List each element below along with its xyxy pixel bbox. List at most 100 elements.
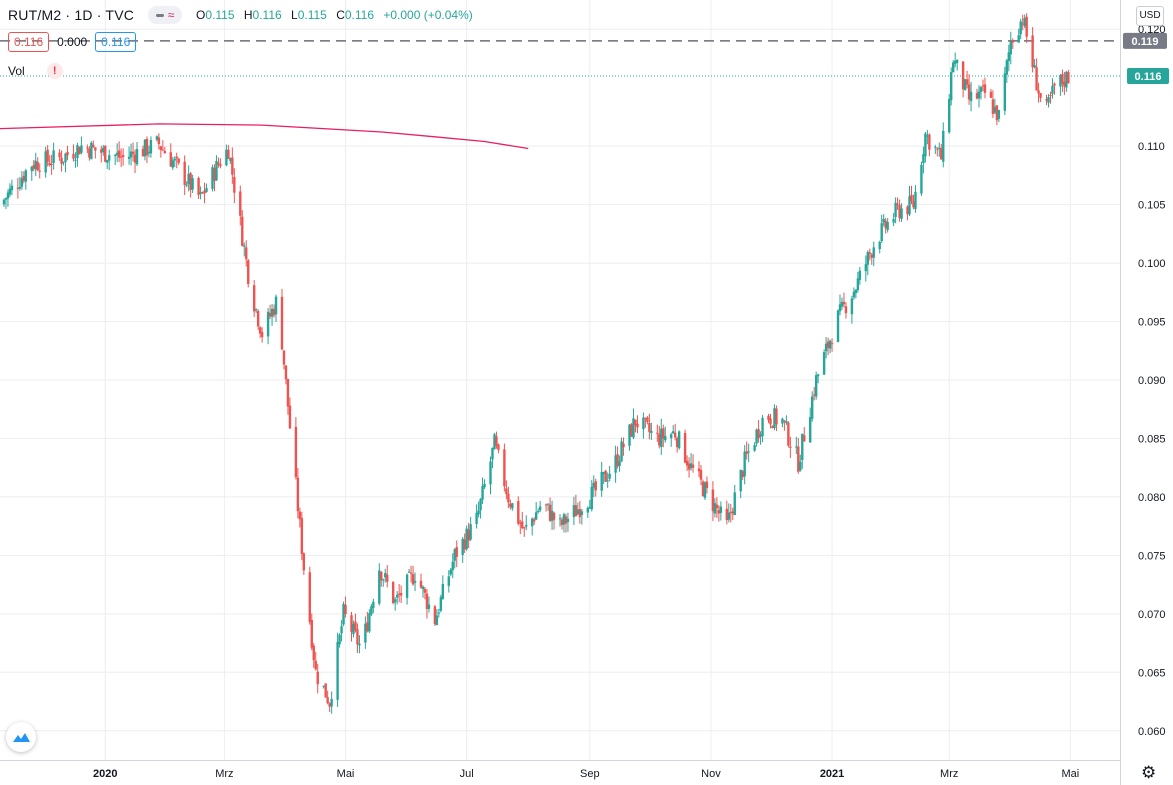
candle-body (32, 165, 35, 169)
candle-body (433, 606, 437, 625)
candle-body (564, 516, 568, 524)
candle-body (892, 219, 895, 223)
tradingview-logo[interactable] (6, 722, 36, 752)
candle-body (924, 133, 927, 157)
candle-body (340, 626, 343, 634)
candle-body (145, 138, 149, 156)
x-tick-label: Sep (580, 768, 600, 780)
candle-body (803, 435, 806, 442)
candle-body (886, 222, 889, 230)
x-tick-label: Mrz (940, 768, 958, 780)
x-tick-label: Jul (460, 768, 474, 780)
candle-body (628, 424, 631, 446)
candle-body (586, 507, 590, 513)
candle-body (336, 641, 339, 700)
x-tick-label: Mai (1061, 768, 1079, 780)
candle-body (769, 418, 772, 425)
candle-body (187, 173, 190, 185)
candle-body (324, 683, 327, 698)
candle-body (894, 202, 897, 218)
candle-body (604, 470, 607, 482)
candle-body (189, 173, 192, 190)
symbol-title[interactable]: RUT/M2 · 1D · TVC (8, 7, 135, 23)
candle-body (1005, 60, 1009, 75)
buy-button[interactable]: 0.116 (95, 32, 137, 52)
candle-body (795, 446, 798, 448)
candle-body (173, 158, 176, 161)
candle-body (1053, 83, 1056, 86)
candle-body (225, 149, 228, 166)
candle-body (60, 157, 63, 164)
candle-body (20, 178, 24, 187)
sell-button[interactable]: 0.116 (8, 32, 50, 52)
candle-body (497, 444, 500, 450)
currency-button[interactable]: USD (1136, 6, 1164, 26)
candle-body (435, 615, 439, 626)
gear-icon[interactable]: ⚙ (1141, 763, 1157, 782)
candle-body (997, 110, 1001, 119)
candle-body (648, 422, 651, 432)
candle-body (910, 195, 913, 202)
candle-body (1003, 73, 1007, 111)
candle-body (66, 151, 69, 156)
candle-body (358, 643, 361, 646)
candle-body (1017, 35, 1020, 43)
candle-body (233, 177, 236, 193)
candle-body (977, 91, 981, 99)
candle-body (687, 463, 691, 470)
candle-body (530, 518, 534, 527)
candle-body (245, 247, 248, 260)
candle-body (906, 206, 909, 215)
candle-body (683, 432, 687, 463)
candle-body (870, 254, 873, 258)
candle-body (963, 79, 967, 91)
candle-body (670, 434, 673, 439)
candle-body (590, 486, 593, 510)
candle-body (830, 342, 834, 344)
candle-body (552, 512, 556, 520)
candle-body (731, 511, 734, 514)
candle-body (801, 433, 804, 461)
candle-body (620, 441, 623, 462)
candle-body (771, 425, 774, 429)
candle-body (809, 417, 812, 443)
horizontal-lines: 0.119 0.116 (0, 32, 1169, 84)
candle-body (576, 509, 580, 515)
candle-body (241, 216, 244, 246)
candle-body (270, 308, 274, 317)
candle-body (409, 572, 413, 574)
candle-body (1021, 23, 1024, 25)
candle-body (102, 147, 105, 153)
candle-body (642, 417, 645, 430)
volume-label[interactable]: Vol (8, 64, 25, 78)
candle-body (378, 570, 381, 604)
candle-body (691, 464, 695, 468)
compare-icon[interactable]: ≈ (148, 6, 183, 24)
candle-body (282, 350, 286, 365)
candle-body (312, 645, 315, 661)
candle-body (268, 313, 272, 317)
warning-icon[interactable]: ! (46, 63, 63, 79)
candle-body (1047, 97, 1050, 103)
candle-body (80, 145, 83, 153)
candle-body (1035, 67, 1038, 91)
candle-body (127, 156, 131, 159)
candle-body (920, 165, 923, 194)
candle-body (948, 99, 951, 133)
candle-body (280, 296, 284, 350)
candle-body (393, 599, 397, 603)
spread-value: 0.000 (57, 35, 88, 49)
candle-body (578, 509, 582, 518)
candle-body (928, 134, 931, 150)
candle-body (1063, 81, 1066, 87)
candle-body (844, 306, 848, 314)
candle-body (88, 148, 91, 158)
candle-body (580, 511, 584, 515)
candle-body (284, 365, 288, 380)
candle-body (72, 153, 75, 159)
candle-body (467, 529, 470, 541)
candle-body (133, 154, 137, 163)
candle-body (330, 698, 333, 707)
candle-body (254, 309, 258, 311)
